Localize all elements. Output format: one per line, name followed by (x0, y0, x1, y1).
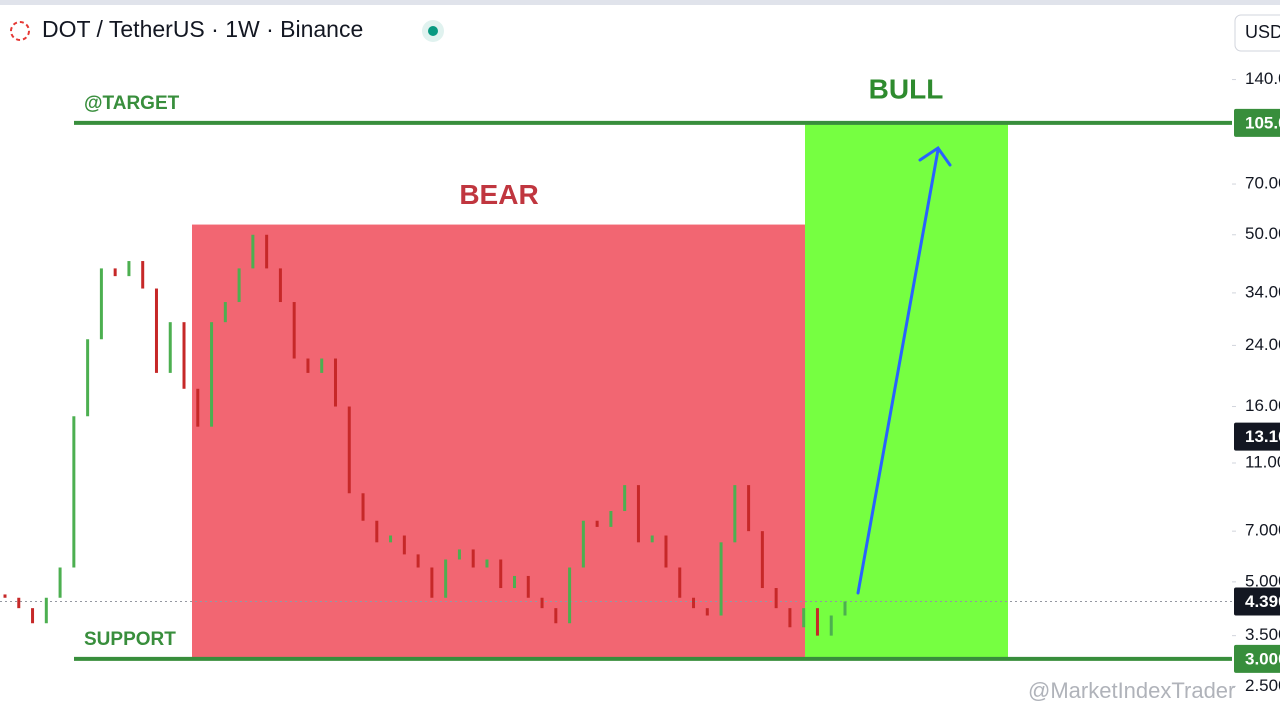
candle-body (430, 567, 434, 598)
candle-body (650, 535, 654, 543)
support-label: SUPPORT (84, 629, 176, 650)
candle-body (196, 388, 200, 427)
candle-body (333, 358, 337, 407)
y-tick-label: 140.00 (1245, 69, 1280, 88)
symbol-icon (10, 21, 30, 41)
watermark: @MarketIndexTrader (1028, 678, 1235, 703)
candle-body (664, 535, 668, 568)
y-tick-label: 50.00 (1245, 224, 1280, 243)
price-label: 4.390 (1245, 592, 1280, 611)
candle-body (499, 559, 503, 589)
candle-body (113, 268, 117, 277)
candle-body (843, 601, 847, 616)
candle-body (774, 588, 778, 609)
candle-body (44, 597, 48, 624)
currency-label[interactable]: USD (1245, 22, 1280, 42)
candle-body (127, 261, 131, 277)
candle-body (733, 485, 737, 543)
y-tick-label: 5.000 (1245, 571, 1280, 590)
candle-body (692, 597, 696, 609)
price-label-bg (1234, 108, 1280, 137)
bull-zone (805, 122, 1008, 659)
candle-body (444, 559, 448, 598)
candle-body (375, 520, 379, 543)
candle-body (99, 268, 103, 340)
candle-body (829, 615, 833, 636)
currency-button[interactable] (1234, 14, 1280, 52)
target-label: @TARGET (84, 93, 180, 114)
candle-body (3, 594, 7, 598)
candle-body (86, 339, 90, 417)
top-border (0, 0, 1280, 5)
candle-body (154, 288, 158, 373)
candle-body (278, 268, 282, 303)
candle-body (182, 322, 186, 389)
candle-body (306, 358, 310, 373)
candle-body (623, 485, 627, 512)
candle-body (568, 567, 572, 624)
candle-body (251, 234, 255, 269)
candle-body (636, 485, 640, 543)
candle-body (540, 597, 544, 609)
candle-body (554, 608, 558, 624)
candle-body (788, 608, 792, 628)
y-tick-label: 70.00 (1245, 174, 1280, 193)
candle-body (581, 520, 585, 568)
candle-body (526, 575, 530, 598)
candle-body (471, 549, 475, 568)
candle-body (815, 608, 819, 636)
candle-body (141, 261, 145, 289)
candle-body (402, 535, 406, 555)
candle-body (416, 554, 420, 568)
candle-body (72, 416, 76, 568)
y-tick-label: 3.500 (1245, 625, 1280, 644)
candle-body (513, 575, 517, 589)
candle-body (17, 597, 21, 609)
price-label-bg (1234, 422, 1280, 451)
candle-body (609, 511, 613, 527)
candle-body (292, 302, 296, 359)
candle-body (389, 535, 393, 543)
candle-body (223, 302, 227, 323)
y-tick-label: 16.00 (1245, 396, 1280, 415)
candle-body (168, 322, 172, 373)
candle-body (361, 493, 365, 521)
price-label: 13.10 (1245, 427, 1280, 446)
y-tick-label: 34.00 (1245, 282, 1280, 301)
candle-body (485, 559, 489, 568)
bear-zone (192, 224, 805, 659)
chart-title: DOT / TetherUS · 1W · Binance (42, 16, 363, 42)
candle-body (719, 542, 723, 616)
bear-label: BEAR (459, 179, 538, 210)
y-tick-label: 2.500 (1245, 676, 1280, 695)
candle-body (747, 485, 751, 532)
arrow (856, 145, 952, 595)
price-label-bg (1234, 587, 1280, 616)
price-label: 105.00 (1245, 113, 1280, 132)
price-label-bg (1234, 644, 1280, 673)
candle-body (457, 549, 461, 560)
candle-body (265, 234, 269, 269)
candle-body (595, 520, 599, 527)
candle-body (210, 322, 214, 427)
candle-body (58, 567, 62, 598)
candle-body (802, 608, 806, 628)
candle-body (760, 531, 764, 589)
y-tick-label: 7.000 (1245, 521, 1280, 540)
candle-body (347, 406, 351, 494)
candle-body (320, 358, 324, 373)
status-dot (428, 26, 438, 36)
candle-body (705, 608, 709, 616)
price-label: 3.000 (1245, 649, 1280, 668)
bull-label: BULL (869, 73, 944, 104)
candle-body (237, 268, 241, 303)
y-tick-label: 11.00 (1245, 452, 1280, 471)
candle-body (678, 567, 682, 598)
candle-body (31, 608, 35, 624)
y-tick-label: 24.00 (1245, 335, 1280, 354)
